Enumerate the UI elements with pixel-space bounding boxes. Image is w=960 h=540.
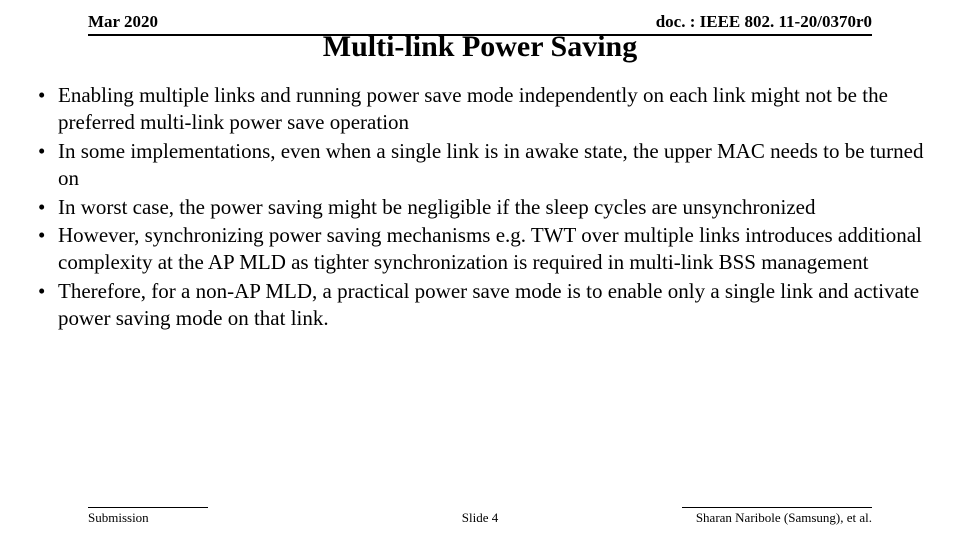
bullet-item: In some implementations, even when a sin…: [30, 138, 930, 192]
bullet-list: Enabling multiple links and running powe…: [30, 82, 930, 332]
footer-rule-left: [88, 507, 208, 508]
slide-title: Multi-link Power Saving: [0, 30, 960, 64]
footer-author: Sharan Naribole (Samsung), et al.: [696, 510, 872, 526]
header-doc-number: doc. : IEEE 802. 11-20/0370r0: [656, 12, 872, 32]
slide-footer: Submission Slide 4 Sharan Naribole (Sams…: [88, 510, 872, 526]
bullet-item: However, synchronizing power saving mech…: [30, 222, 930, 276]
header-row: Mar 2020 doc. : IEEE 802. 11-20/0370r0: [88, 12, 872, 32]
footer-rule-right: [682, 507, 872, 508]
slide-body: Enabling multiple links and running powe…: [30, 82, 930, 334]
bullet-item: Enabling multiple links and running powe…: [30, 82, 930, 136]
bullet-item: In worst case, the power saving might be…: [30, 194, 930, 221]
footer-row: Submission Slide 4 Sharan Naribole (Sams…: [88, 510, 872, 526]
slide: Mar 2020 doc. : IEEE 802. 11-20/0370r0 M…: [0, 0, 960, 540]
footer-slide-number: Slide 4: [462, 510, 498, 526]
header-date: Mar 2020: [88, 12, 158, 32]
bullet-item: Therefore, for a non-AP MLD, a practical…: [30, 278, 930, 332]
